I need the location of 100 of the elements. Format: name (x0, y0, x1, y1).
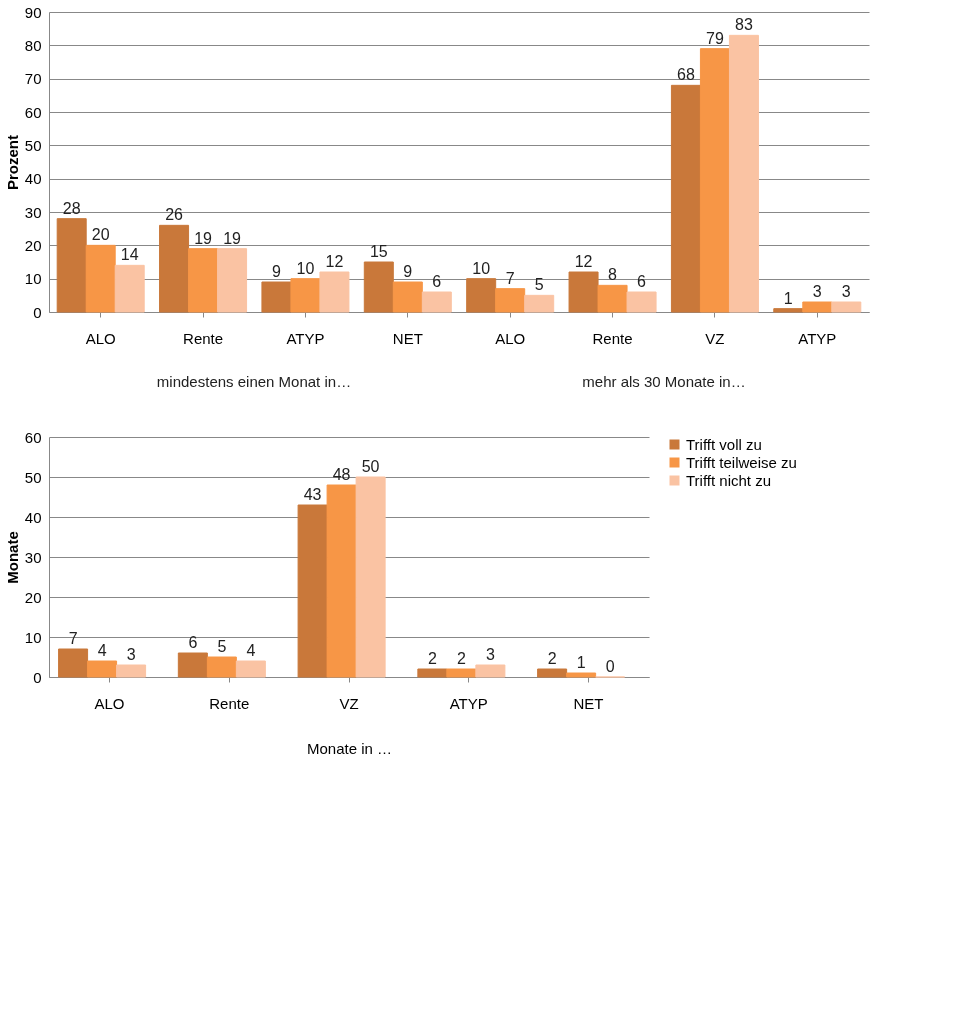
bar (524, 294, 555, 313)
bar (297, 504, 328, 678)
x-tick-label: Rente (209, 694, 250, 712)
data-label: 20 (91, 226, 110, 244)
bar (290, 278, 321, 313)
data-label: 48 (332, 466, 351, 483)
bar (392, 281, 423, 313)
y-tick-label: 60 (24, 103, 42, 121)
data-label: 3 (485, 646, 495, 663)
bar (626, 291, 657, 313)
y-tick-label: 10 (24, 270, 42, 288)
y-tick-label: 90 (24, 3, 42, 21)
x-tick-label: ATYP (798, 329, 837, 347)
y-axis-title: Prozent (3, 134, 21, 191)
y-tick-label: 0 (33, 303, 42, 321)
bar (363, 261, 394, 313)
text: mindestens einen Monat in… (156, 373, 352, 390)
y-tick-label: 40 (24, 170, 42, 188)
data-label: 19 (194, 229, 213, 247)
data-label: 6 (637, 273, 647, 290)
data-label: 79 (706, 29, 724, 47)
y-tick-label: 40 (24, 508, 42, 526)
bar (114, 264, 145, 313)
data-label: 2 (547, 650, 557, 667)
bar (699, 48, 730, 313)
y-tick-label: 50 (24, 136, 42, 154)
bar (802, 301, 833, 313)
x-tick-label: ALO (85, 329, 116, 347)
x-axis-title: Monate in … (306, 739, 393, 757)
x-tick-label: VZ (705, 329, 725, 347)
data-label: 4 (246, 642, 256, 659)
data-label: 8 (608, 266, 618, 284)
data-label: 1 (576, 654, 586, 671)
data-label: 2 (456, 650, 466, 667)
x-tick-label: ATYP (286, 329, 325, 347)
bar (355, 476, 386, 678)
data-label: 1 (783, 289, 793, 307)
bar (326, 484, 357, 678)
legend-label: Trifft nicht zu (686, 471, 772, 489)
data-label: 6 (432, 273, 442, 290)
data-label: 10 (296, 259, 315, 277)
data-label: 14 (120, 246, 139, 264)
bar (261, 281, 292, 313)
data-label: 68 (677, 66, 695, 84)
data-label: 7 (505, 269, 515, 287)
bar (206, 656, 237, 678)
bar (217, 248, 248, 313)
y-axis-title: Monate (3, 531, 21, 584)
bar (421, 291, 452, 313)
x-tick-label: ATYP (449, 694, 488, 712)
y-tick-label: 0 (33, 668, 42, 686)
bar (58, 648, 89, 678)
bar (568, 271, 599, 313)
bar (670, 84, 701, 313)
bar (475, 664, 506, 678)
bar (319, 271, 350, 313)
data-label: 43 (303, 486, 322, 503)
bar (85, 244, 116, 313)
y-tick-label: 50 (24, 468, 42, 486)
bar (831, 301, 862, 313)
data-label: 50 (361, 458, 380, 475)
bar (56, 218, 87, 313)
y-tick-label: 20 (24, 588, 42, 606)
data-label: 5 (217, 638, 227, 655)
data-label: 7 (68, 630, 78, 647)
data-label: 9 (403, 263, 413, 280)
bar (597, 284, 628, 313)
data-label: 2 (427, 650, 437, 667)
bar (235, 660, 266, 678)
data-label: 26 (165, 206, 184, 224)
data-label: 3 (126, 646, 136, 663)
bar (773, 308, 804, 313)
data-label: 10 (472, 259, 491, 277)
y-tick-label: 10 (24, 628, 42, 646)
y-tick-label: 60 (24, 428, 42, 446)
bar (537, 668, 568, 678)
data-label: 4 (97, 642, 107, 659)
bar (177, 652, 208, 678)
data-label: 0 (605, 658, 615, 675)
data-label: 9 (271, 263, 281, 280)
text: mehr als 30 Monate in… (582, 373, 746, 390)
x-tick-label: NET (573, 694, 604, 712)
data-label: 28 (62, 199, 81, 217)
x-tick-label: ALO (495, 329, 526, 347)
legend-label: Trifft teilweise zu (686, 453, 797, 471)
data-label: 5 (534, 276, 544, 294)
bar (466, 278, 497, 313)
data-label: 3 (841, 283, 851, 300)
bar (188, 248, 219, 313)
data-label: 3 (812, 283, 822, 300)
bar (728, 34, 759, 313)
x-tick-label: Rente (183, 329, 224, 347)
data-label: 6 (188, 634, 198, 651)
bar (417, 668, 448, 678)
y-tick-label: 30 (24, 203, 42, 221)
bar (495, 288, 526, 313)
y-tick-label: 30 (24, 548, 42, 566)
bar (116, 664, 147, 678)
bar (446, 668, 477, 678)
bar (566, 672, 597, 678)
